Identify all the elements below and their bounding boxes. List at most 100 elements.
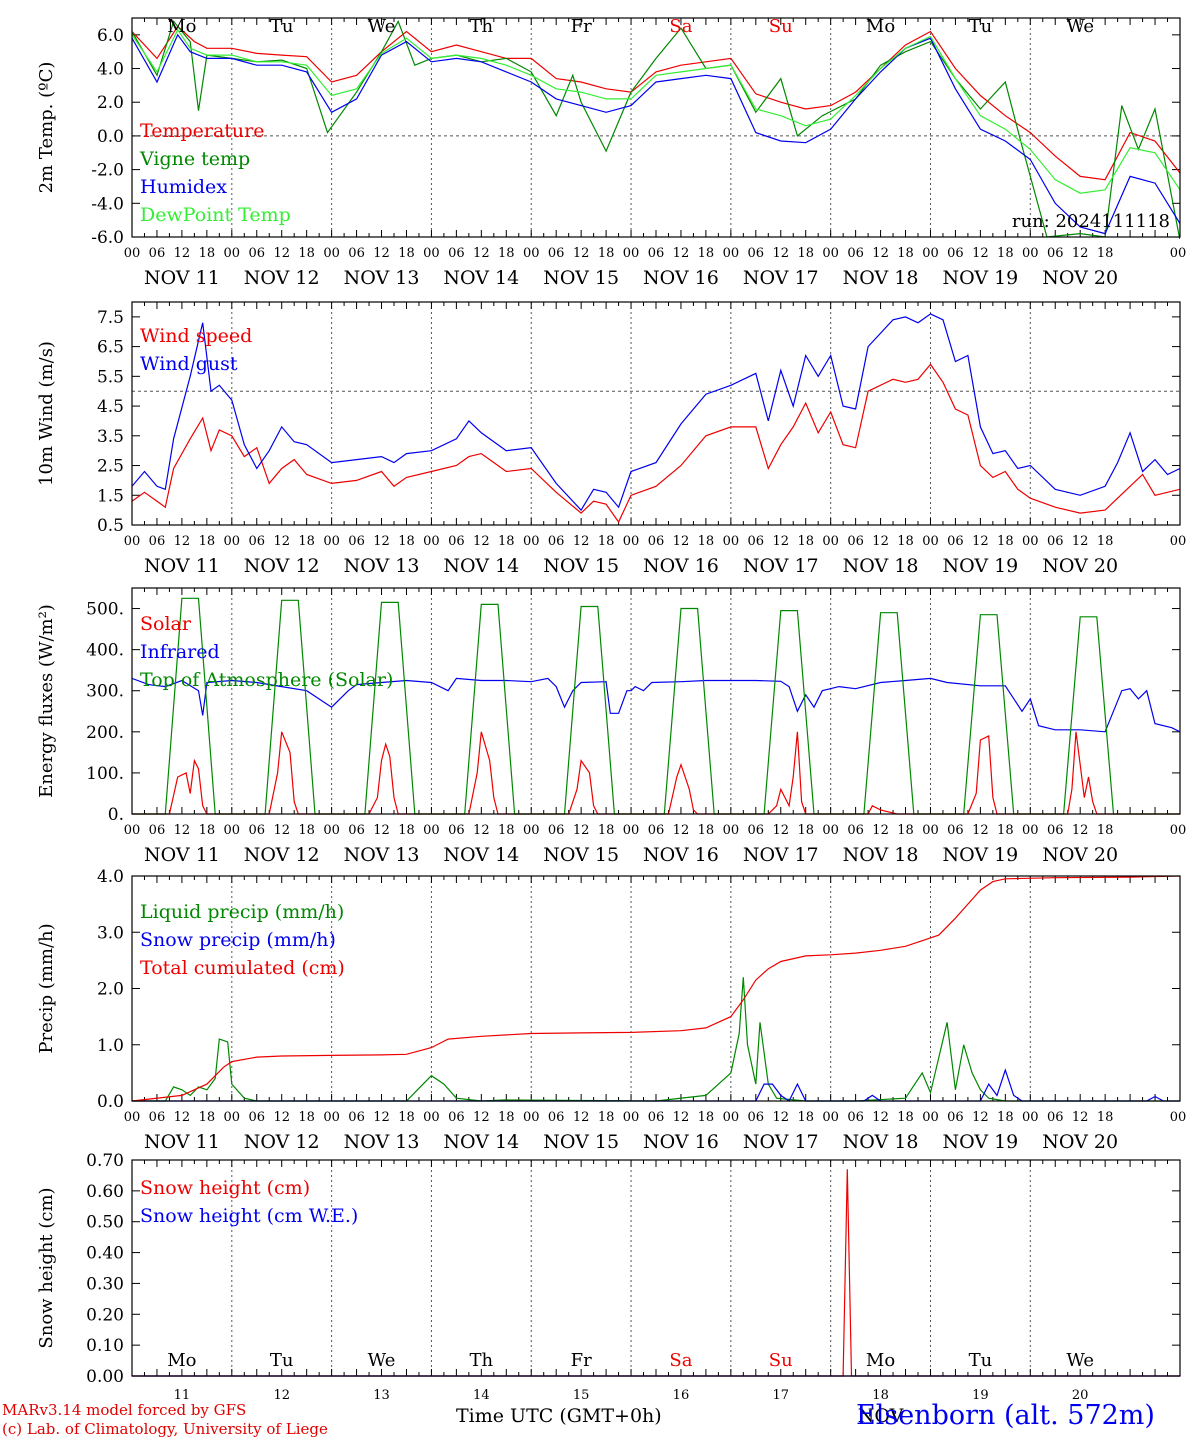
day-number: 20 xyxy=(1072,1388,1089,1403)
legend-entry: Top of Atmosphere (Solar) xyxy=(140,669,393,691)
legend-entry: Wind speed xyxy=(140,325,252,347)
hour-tick-label: 00 xyxy=(623,1110,640,1125)
y-tick-label: 2.0 xyxy=(97,980,124,1000)
hour-tick-label: 00 xyxy=(423,1110,440,1125)
hour-tick-label: 00 xyxy=(1022,534,1039,549)
hour-tick-label: 06 xyxy=(748,823,765,838)
hour-tick-label: 00 xyxy=(1170,823,1187,838)
hour-tick-label: 12 xyxy=(273,823,290,838)
hour-tick-label: 12 xyxy=(972,823,989,838)
hour-tick-label: 06 xyxy=(149,1110,166,1125)
y-tick-label: 6.0 xyxy=(97,26,124,46)
weekday-label: We xyxy=(368,16,396,37)
weekday-label: Tu xyxy=(969,1350,993,1371)
date-label: NOV 16 xyxy=(643,844,719,866)
weekday-label: Mo xyxy=(866,1350,895,1371)
hour-tick-label: 06 xyxy=(648,823,665,838)
weekday-label: Th xyxy=(470,1350,494,1371)
weekday-label: We xyxy=(368,1350,396,1371)
hour-tick-label: 12 xyxy=(673,246,690,261)
series-line-vigne-temp xyxy=(132,19,1180,239)
hour-tick-label: 06 xyxy=(248,534,265,549)
y-tick-label: 0. xyxy=(108,805,124,825)
hour-tick-label: 18 xyxy=(797,1110,814,1125)
hour-tick-label: 06 xyxy=(947,1110,964,1125)
hour-tick-label: 12 xyxy=(174,534,191,549)
y-tick-label: 5.5 xyxy=(97,367,124,387)
series-line-total-cumulated-cm- xyxy=(132,875,1180,1102)
hour-tick-label: 06 xyxy=(548,534,565,549)
hour-tick-label: 06 xyxy=(348,823,365,838)
hour-tick-label: 06 xyxy=(847,246,864,261)
time-axis-title: Time UTC (GMT+0h) xyxy=(456,1405,662,1427)
date-label: NOV 16 xyxy=(643,555,719,577)
hour-tick-label: 18 xyxy=(598,246,615,261)
y-tick-label: 300. xyxy=(86,682,124,702)
hour-tick-label: 12 xyxy=(174,1110,191,1125)
hour-tick-label: 06 xyxy=(248,1110,265,1125)
y-tick-label: 4.0 xyxy=(97,60,124,80)
date-label: NOV 19 xyxy=(942,1131,1018,1153)
hour-tick-label: 18 xyxy=(1097,1110,1114,1125)
date-label: NOV 11 xyxy=(144,1131,220,1153)
hour-tick-label: 00 xyxy=(523,534,540,549)
date-label: NOV 12 xyxy=(244,844,320,866)
hour-tick-label: 00 xyxy=(822,823,839,838)
day-number: 19 xyxy=(972,1388,989,1403)
weekday-label: We xyxy=(1066,16,1094,37)
series-line-solar xyxy=(132,731,1180,815)
date-label: NOV 18 xyxy=(843,267,919,289)
y-tick-label: -2.0 xyxy=(91,161,124,181)
hour-tick-label: 18 xyxy=(298,246,315,261)
date-label: NOV 16 xyxy=(643,1131,719,1153)
day-number: 18 xyxy=(872,1388,889,1403)
hour-tick-label: 12 xyxy=(373,1110,390,1125)
hour-tick-label: 12 xyxy=(573,823,590,838)
hour-tick-label: 12 xyxy=(473,1110,490,1125)
panel-frame xyxy=(131,587,1181,815)
weekday-label: Mo xyxy=(866,16,895,37)
day-number: 12 xyxy=(273,1388,290,1403)
hour-tick-label: 18 xyxy=(498,534,515,549)
hour-tick-label: 00 xyxy=(523,1110,540,1125)
date-label: NOV 11 xyxy=(144,267,220,289)
hour-tick-label: 18 xyxy=(1097,534,1114,549)
legend-entry: Vigne temp xyxy=(139,148,250,170)
hour-tick-label: 06 xyxy=(149,246,166,261)
hour-tick-label: 12 xyxy=(673,534,690,549)
hour-tick-label: 18 xyxy=(398,534,415,549)
weekday-label: Th xyxy=(470,16,494,37)
date-label: NOV 11 xyxy=(144,844,220,866)
y-axis-title: Snow height (cm) xyxy=(36,1187,57,1348)
hour-tick-label: 18 xyxy=(797,823,814,838)
y-axis-title: 2m Temp. (ºC) xyxy=(36,62,57,194)
hour-tick-label: 18 xyxy=(199,246,216,261)
y-tick-label: 1.0 xyxy=(97,1036,124,1056)
weekday-label: Tu xyxy=(969,16,993,37)
day-number: 16 xyxy=(673,1388,690,1403)
hour-tick-label: 12 xyxy=(473,534,490,549)
hour-tick-label: 00 xyxy=(224,534,241,549)
hour-tick-label: 00 xyxy=(323,823,340,838)
date-label: NOV 12 xyxy=(244,267,320,289)
hour-tick-label: 00 xyxy=(723,1110,740,1125)
y-tick-label: 0.5 xyxy=(97,516,124,536)
y-tick-label: 0.0 xyxy=(97,127,124,147)
run-annotation: run: 2024111118 xyxy=(1012,211,1170,232)
series-line-infrared xyxy=(132,677,1180,733)
y-tick-label: 200. xyxy=(86,723,124,743)
legend-entry: DewPoint Temp xyxy=(140,204,291,226)
hour-tick-label: 06 xyxy=(248,823,265,838)
hour-tick-label: 18 xyxy=(797,534,814,549)
hour-tick-label: 00 xyxy=(224,246,241,261)
day-number: 14 xyxy=(473,1388,490,1403)
hour-tick-label: 12 xyxy=(573,1110,590,1125)
hour-tick-label: 00 xyxy=(822,1110,839,1125)
y-tick-label: 2.5 xyxy=(97,457,124,477)
hour-tick-label: 18 xyxy=(598,1110,615,1125)
hour-tick-label: 00 xyxy=(623,823,640,838)
model-credit-line2: (c) Lab. of Climatology, University of L… xyxy=(2,1420,328,1438)
station-name: Elsenborn (alt. 572m) xyxy=(856,1400,1155,1431)
y-tick-label: 3.0 xyxy=(97,923,124,943)
